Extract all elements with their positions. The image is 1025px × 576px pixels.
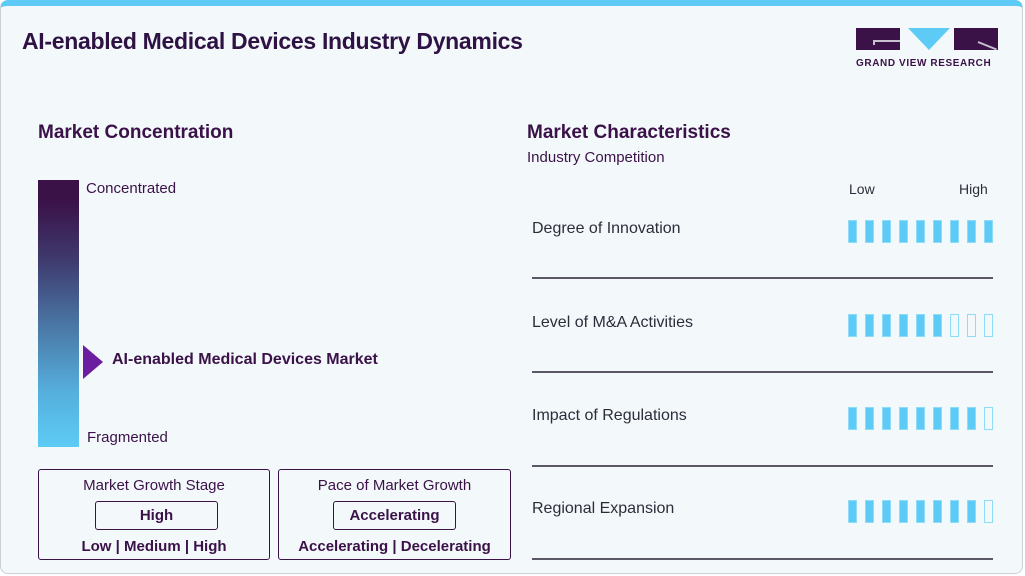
industry-competition-subheading: Industry Competition: [527, 149, 665, 166]
rating-segment-filled: [865, 407, 874, 430]
pace-of-growth-box: Pace of Market Growth Accelerating Accel…: [278, 469, 511, 560]
pace-of-growth-value: Accelerating: [333, 501, 456, 530]
rating-segment-empty: [984, 407, 993, 430]
growth-stage-value: High: [95, 501, 218, 530]
rating-bar-meter: [848, 407, 993, 430]
rating-segment-filled: [848, 407, 857, 430]
rating-bar-meter: [848, 220, 993, 243]
concentrated-label: Concentrated: [86, 180, 177, 197]
market-position-label: AI-enabled Medical Devices Market: [112, 351, 378, 368]
rating-segment-filled: [967, 220, 976, 243]
rating-segment-filled: [865, 500, 874, 523]
rating-segment-filled: [916, 500, 925, 523]
row-divider: [532, 558, 993, 560]
characteristic-label: Impact of Regulations: [532, 407, 687, 424]
rating-segment-filled: [865, 314, 874, 337]
grand-view-research-logo: GRAND VIEW RESEARCH: [856, 28, 998, 74]
rating-segment-filled: [950, 500, 959, 523]
fragmented-label: Fragmented: [87, 429, 168, 446]
rating-bar-meter: [848, 314, 993, 337]
rating-segment-filled: [882, 407, 891, 430]
row-divider: [532, 277, 993, 279]
row-divider: [532, 371, 993, 373]
rating-segment-filled: [899, 220, 908, 243]
rating-segment-filled: [848, 500, 857, 523]
rating-segment-empty: [950, 314, 959, 337]
rating-segment-filled: [882, 500, 891, 523]
rating-segment-filled: [848, 220, 857, 243]
rating-segment-filled: [899, 500, 908, 523]
rating-segment-filled: [967, 407, 976, 430]
rating-segment-filled: [967, 500, 976, 523]
rating-segment-empty: [984, 314, 993, 337]
logo-v-triangle-icon: [908, 28, 950, 50]
characteristic-label: Degree of Innovation: [532, 220, 681, 237]
rating-segment-filled: [933, 500, 942, 523]
logo-r-block-icon: [954, 28, 998, 50]
pace-of-growth-options: Accelerating | Decelerating: [298, 538, 491, 555]
rating-segment-filled: [916, 407, 925, 430]
scale-low-label: Low: [849, 181, 875, 197]
rating-segment-filled: [882, 220, 891, 243]
growth-stage-title: Market Growth Stage: [83, 477, 225, 494]
logo-text: GRAND VIEW RESEARCH: [856, 58, 992, 69]
growth-stage-options: Low | Medium | High: [81, 538, 227, 555]
rating-segment-filled: [882, 314, 891, 337]
rating-segment-filled: [848, 314, 857, 337]
concentration-gradient-bar: [38, 180, 79, 447]
page-title: AI-enabled Medical Devices Industry Dyna…: [22, 28, 523, 54]
rating-segment-filled: [865, 220, 874, 243]
rating-segment-filled: [933, 220, 942, 243]
market-characteristics-heading: Market Characteristics: [527, 122, 731, 143]
rating-segment-filled: [916, 314, 925, 337]
market-growth-stage-box: Market Growth Stage High Low | Medium | …: [38, 469, 270, 560]
rating-segment-filled: [933, 407, 942, 430]
rating-segment-filled: [950, 407, 959, 430]
rating-bar-meter: [848, 500, 993, 523]
rating-segment-empty: [967, 314, 976, 337]
characteristic-label: Level of M&A Activities: [532, 314, 693, 331]
scale-high-label: High: [959, 181, 988, 197]
row-divider: [532, 465, 993, 467]
rating-segment-filled: [933, 314, 942, 337]
rating-segment-filled: [950, 220, 959, 243]
rating-segment-filled: [899, 407, 908, 430]
characteristic-label: Regional Expansion: [532, 500, 675, 517]
pace-of-growth-title: Pace of Market Growth: [317, 477, 472, 494]
rating-segment-filled: [984, 220, 993, 243]
rating-segment-empty: [984, 500, 993, 523]
market-position-marker-icon: [83, 345, 103, 379]
logo-g-block-icon: [856, 28, 900, 50]
rating-segment-filled: [899, 314, 908, 337]
rating-segment-filled: [916, 220, 925, 243]
market-concentration-heading: Market Concentration: [38, 122, 234, 143]
